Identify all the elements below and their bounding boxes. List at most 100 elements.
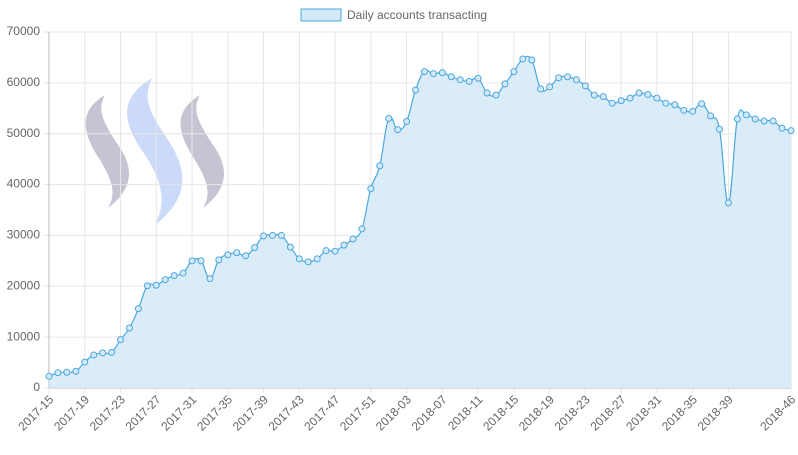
point: [161, 276, 169, 284]
point: [313, 255, 321, 263]
point: [268, 231, 276, 239]
point: [608, 99, 616, 107]
point: [590, 91, 598, 99]
y-tick-label: 70000: [7, 24, 41, 38]
point: [787, 127, 795, 135]
point: [179, 269, 187, 277]
legend-item: Daily accounts transacting: [300, 8, 487, 22]
x-tick-label: 2017-19: [51, 392, 92, 433]
point: [304, 258, 312, 266]
point: [286, 243, 294, 251]
point: [367, 185, 375, 193]
point: [778, 124, 786, 132]
y-tick-label: 30000: [7, 228, 41, 242]
point: [251, 244, 259, 252]
point: [492, 91, 500, 99]
point: [197, 257, 205, 265]
point: [510, 68, 518, 76]
point: [295, 255, 303, 263]
point: [635, 89, 643, 97]
point: [403, 118, 411, 126]
point: [689, 107, 697, 115]
point: [81, 358, 89, 366]
x-tick-label: 2017-35: [194, 392, 235, 433]
point: [54, 369, 62, 377]
point: [474, 74, 482, 82]
logo: [85, 78, 225, 225]
point: [90, 351, 98, 359]
area: [49, 56, 791, 389]
point: [707, 112, 715, 120]
point: [751, 115, 759, 123]
x-tick-label: 2018-03: [373, 392, 414, 433]
x-tick-label: 2017-43: [266, 392, 307, 433]
point: [188, 257, 196, 265]
point: [349, 235, 357, 243]
point: [45, 372, 53, 380]
point: [260, 232, 268, 240]
x-tick-label: 2018-15: [480, 392, 521, 433]
x-tick-label: 2018-19: [516, 392, 557, 433]
legend-label: Daily accounts transacting: [347, 8, 487, 22]
point: [617, 97, 625, 105]
point: [322, 247, 330, 255]
point: [152, 281, 160, 289]
point: [760, 117, 768, 125]
x-tick-label: 2018-46: [757, 392, 798, 433]
point: [653, 94, 661, 102]
point: [769, 117, 777, 125]
point: [546, 83, 554, 91]
y-tick-label: 60000: [7, 75, 41, 89]
y-tick-label: 0: [33, 380, 40, 394]
x-tick-label: 2018-35: [659, 392, 700, 433]
x-tick-label: 2018-39: [695, 392, 736, 433]
point: [483, 89, 491, 97]
point: [429, 70, 437, 78]
x-tick-label: 2017-39: [230, 392, 271, 433]
point: [555, 74, 563, 82]
point: [206, 275, 214, 283]
point: [742, 111, 750, 119]
point: [644, 91, 652, 99]
point: [465, 77, 473, 85]
point: [456, 76, 464, 84]
x-tick-label: 2017-31: [158, 392, 199, 433]
point: [242, 252, 250, 260]
point: [394, 126, 402, 134]
x-tick-label: 2018-07: [409, 392, 450, 433]
y-tick-label: 20000: [7, 278, 41, 292]
legend-swatch: [300, 8, 342, 22]
point: [564, 73, 572, 81]
x-tick-label: 2017-27: [123, 392, 164, 433]
x-tick-label: 2018-31: [623, 392, 664, 433]
point: [340, 241, 348, 249]
point: [412, 86, 420, 94]
point: [134, 305, 142, 313]
point: [662, 99, 670, 107]
point: [63, 368, 71, 376]
x-tick-label: 2017-15: [15, 392, 56, 433]
point: [358, 225, 366, 233]
x-tick-label: 2018-11: [445, 392, 486, 433]
y-tick-label: 40000: [7, 177, 41, 191]
point: [733, 115, 741, 123]
y-tick-label: 10000: [7, 329, 41, 343]
point: [447, 73, 455, 81]
point: [438, 69, 446, 77]
point: [501, 80, 509, 88]
point: [599, 93, 607, 101]
point: [680, 106, 688, 114]
point: [72, 367, 80, 375]
point: [108, 348, 116, 356]
point: [572, 76, 580, 84]
x-tick-label: 2017-51: [337, 392, 378, 433]
point: [581, 82, 589, 90]
point: [277, 231, 285, 239]
point: [376, 162, 384, 170]
x-tick-label: 2017-23: [87, 392, 128, 433]
point: [99, 349, 107, 357]
point: [519, 55, 527, 63]
point: [671, 101, 679, 109]
point: [724, 199, 732, 207]
